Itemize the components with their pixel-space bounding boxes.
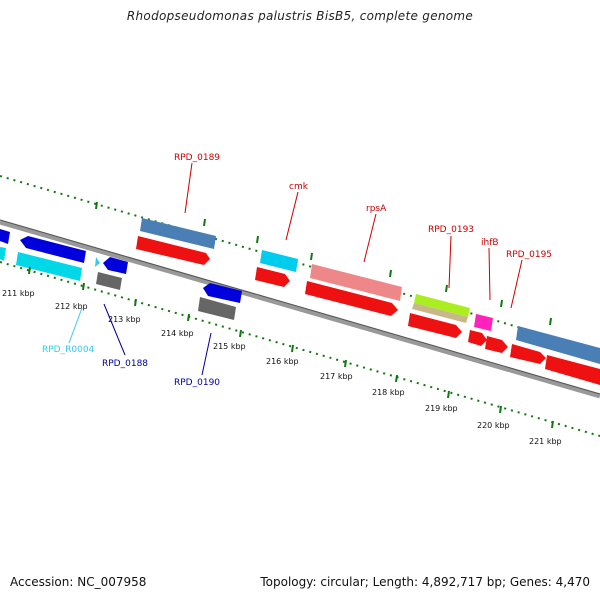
gene-ihfB <box>474 314 493 331</box>
gene-gray-1 <box>96 272 122 290</box>
gene-cog-blue-2 <box>516 326 600 364</box>
gene-rpd0189 <box>136 236 210 265</box>
gene-blue-left-1 <box>20 236 86 263</box>
gene-rpsA-pink <box>310 264 402 301</box>
gene-labels: RPD_0189 cmk rpsA RPD_0193 ihfB RPD_0195… <box>42 153 552 388</box>
tick-label: 219 kbp <box>425 404 458 413</box>
gene-cmk-cyan <box>260 250 298 272</box>
tick-label: 211 kbp <box>2 289 35 298</box>
gene-rpsA-red <box>305 281 398 316</box>
forward-strand-genes <box>0 218 600 385</box>
genome-backbone <box>0 219 600 399</box>
gene-rpd0193-tan <box>412 303 468 323</box>
outer-tick-marks <box>95 201 552 326</box>
gene-label-rpsa: rpsA <box>366 204 387 214</box>
gene-blue-left-0 <box>0 229 10 244</box>
tick-label: 213 kbp <box>108 315 141 324</box>
gene-gray-2 <box>198 297 236 320</box>
gene-cog-blue-1 <box>140 218 216 249</box>
accession-label: Accession: NC_007958 <box>10 575 147 589</box>
gene-label-cmk: cmk <box>289 182 309 192</box>
tick-label: 214 kbp <box>161 329 194 338</box>
gene-ihfB-red1 <box>468 330 487 346</box>
gene-ihfB-red2 <box>485 336 508 353</box>
gene-red-right <box>545 355 600 385</box>
tick-label: 221 kbp <box>529 437 562 446</box>
gene-label-ihfb: ihfB <box>481 238 499 248</box>
gene-label-rpd0190: RPD_0190 <box>174 378 220 388</box>
tick-label: 216 kbp <box>266 357 299 366</box>
topology-label: Topology: circular; Length: 4,892,717 bp… <box>260 575 590 589</box>
gene-rpd0193-green <box>414 294 470 317</box>
gene-cyan-small <box>95 257 100 267</box>
gene-label-rpd0188: RPD_0188 <box>102 359 148 369</box>
outer-dotted-track <box>0 175 600 352</box>
gene-cyan-left-0 <box>0 247 6 261</box>
tick-label: 217 kbp <box>320 372 353 381</box>
tick-label: 220 kbp <box>477 421 510 430</box>
genome-title: Rhodopseudomonas palustris BisB5, comple… <box>126 9 474 23</box>
tick-label: 212 kbp <box>55 302 88 311</box>
gene-label-rpd0195: RPD_0195 <box>506 250 552 260</box>
gene-label-rpd0193: RPD_0193 <box>428 225 474 235</box>
scale-labels: 211 kbp 212 kbp 213 kbp 214 kbp 215 kbp … <box>2 289 562 446</box>
gene-rpd_r0004 <box>16 252 82 281</box>
tick-label: 218 kbp <box>372 388 405 397</box>
gene-rpd0193-red <box>408 313 462 338</box>
inner-tick-marks <box>28 266 554 429</box>
gene-rpd0188 <box>103 257 128 274</box>
gene-rpd0190 <box>203 283 242 303</box>
gene-cmk-red <box>255 267 290 287</box>
gene-label-rpd_r0004: RPD_R0004 <box>42 345 95 355</box>
gene-label-rpd0189: RPD_0189 <box>174 153 220 163</box>
tick-label: 215 kbp <box>213 342 246 351</box>
gene-rpd0195-red <box>510 344 546 364</box>
